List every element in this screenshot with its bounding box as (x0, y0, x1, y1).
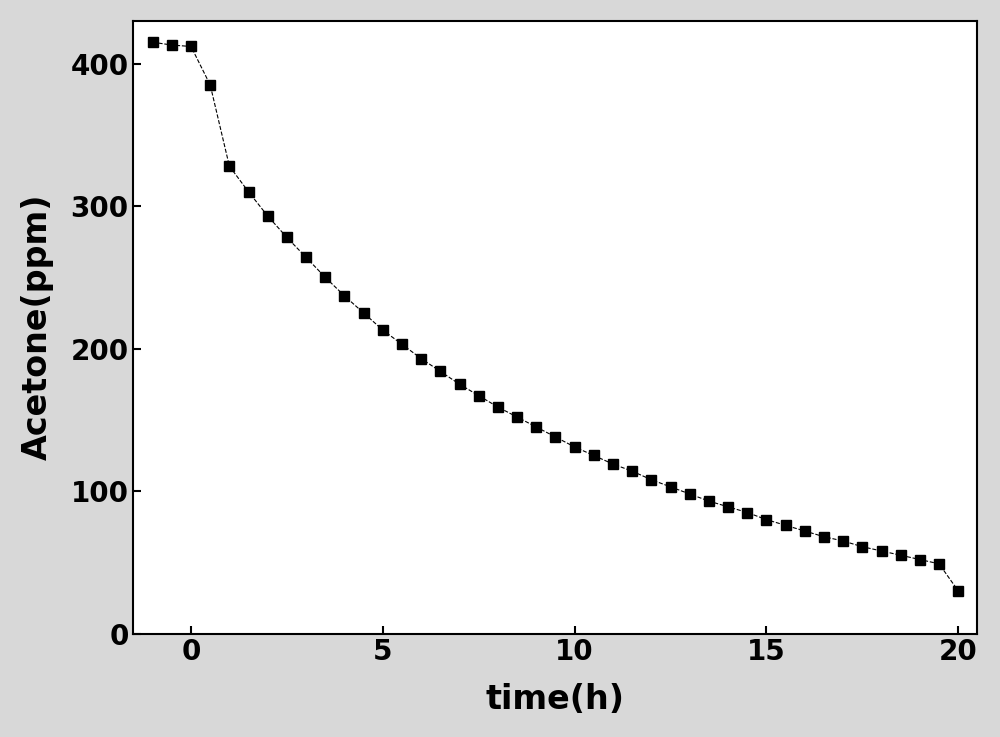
X-axis label: time(h): time(h) (486, 683, 625, 716)
Y-axis label: Acetone(ppm): Acetone(ppm) (21, 194, 54, 461)
